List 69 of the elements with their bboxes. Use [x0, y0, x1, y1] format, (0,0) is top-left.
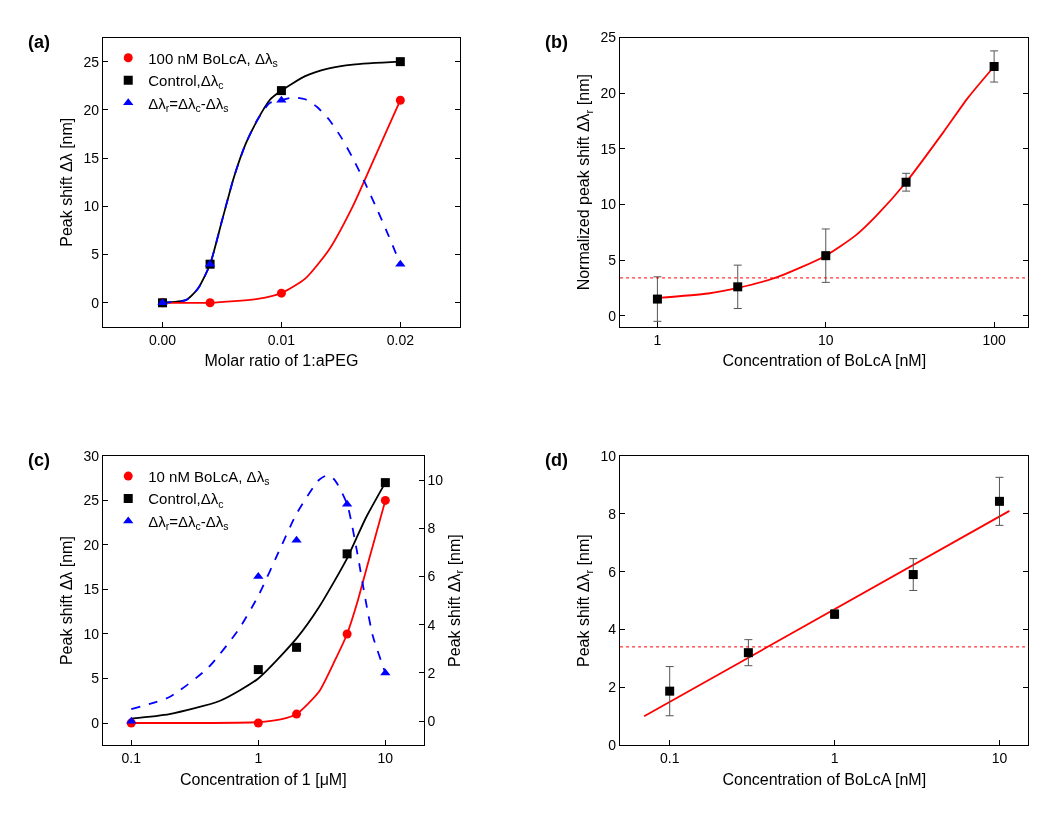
text: (c)	[28, 450, 50, 470]
y-tick-label: 5	[608, 252, 617, 269]
y-tick-label: 5	[91, 246, 100, 263]
y-tick-label: 4	[608, 621, 617, 638]
point	[994, 496, 1004, 506]
point	[395, 57, 405, 67]
legend-label: 100 nM BoLcA, Δλ$_{s}$	[148, 49, 278, 69]
x-tick-label: 0.1	[121, 750, 142, 767]
legend-label: Δλ$_{r}$=Δλ$_{c}$-Δλ$_{s}$	[148, 94, 229, 114]
point	[205, 298, 215, 308]
legend-label: Control,Δλ$_{c}$	[148, 72, 224, 92]
y-tick-label: 5	[91, 670, 100, 687]
text: (d)	[545, 450, 568, 470]
x-tick-label: 0.1	[659, 750, 680, 767]
y-tick-label: 6	[608, 563, 617, 580]
y-tick-label: 15	[83, 581, 100, 598]
text: (b)	[545, 32, 568, 52]
y-tick-label: 30	[83, 447, 100, 464]
legend-label: Δλ$_{r}$=Δλ$_{c}$-Δλ$_{s}$	[148, 512, 229, 533]
x-axis-title: Molar ratio of 1:aPEG	[204, 352, 359, 370]
y-tick-label: 0	[91, 714, 100, 731]
y-tick-label: 8	[608, 505, 617, 522]
x-axis-title: Concentration of 1 [μM]	[180, 770, 347, 788]
y2-tick-label: 6	[427, 568, 436, 585]
y-tick-label: 20	[83, 101, 100, 118]
y-tick-label: 10	[83, 625, 100, 642]
text: (a)	[28, 32, 50, 52]
point	[276, 288, 286, 298]
point	[989, 61, 999, 71]
legend-label: 10 nM BoLcA, Δλ$_{s}$	[148, 467, 270, 488]
x-tick-label: 10	[817, 331, 834, 348]
y2-tick-label: 10	[427, 471, 444, 488]
x-tick-label: 0.02	[386, 331, 415, 348]
x-tick-label: 1	[653, 331, 662, 348]
y-tick-label: 2	[608, 679, 617, 696]
point	[395, 95, 405, 105]
point	[821, 251, 831, 261]
y-tick-label: 0	[608, 307, 617, 324]
y2-tick-label: 8	[427, 520, 436, 537]
y2-tick-label: 2	[427, 664, 436, 681]
y-tick-label: 20	[600, 85, 617, 102]
x-axis-title: Concentration of BoLcA [nM]	[722, 770, 927, 788]
y-tick-label: 25	[83, 53, 100, 70]
y-tick-label: 15	[83, 150, 100, 167]
x-tick-label: 100	[982, 331, 1007, 348]
point	[276, 86, 286, 96]
x-tick-label: 10	[991, 750, 1008, 767]
point	[652, 294, 662, 304]
y-tick-label: 25	[600, 29, 617, 46]
x-tick-label: 0.00	[148, 331, 177, 348]
y-tick-label: 0	[608, 737, 617, 754]
y-tick-label: 20	[83, 536, 100, 553]
x-tick-label: 0.01	[267, 331, 296, 348]
y-tick-label: 25	[83, 492, 100, 509]
y-axis-title: Peak shift Δλ [nm]	[58, 536, 76, 666]
y-axis-title: Peak shift Δλ [nm]	[58, 117, 76, 247]
y2-tick-label: 4	[427, 616, 436, 633]
y-tick-label: 15	[600, 140, 617, 157]
y-tick-label: 10	[83, 198, 100, 215]
y2-tick-label: 0	[427, 713, 436, 730]
legend-label: Control,Δλ$_{c}$	[148, 490, 224, 510]
x-tick-label: 1	[830, 750, 839, 767]
y-tick-label: 10	[600, 447, 617, 464]
point	[665, 686, 675, 696]
x-axis-title: Concentration of BoLcA [nM]	[722, 352, 927, 370]
x-tick-label: 10	[377, 750, 394, 767]
y-tick-label: 10	[600, 196, 617, 213]
x-tick-label: 1	[254, 750, 263, 767]
y-tick-label: 0	[91, 294, 100, 311]
